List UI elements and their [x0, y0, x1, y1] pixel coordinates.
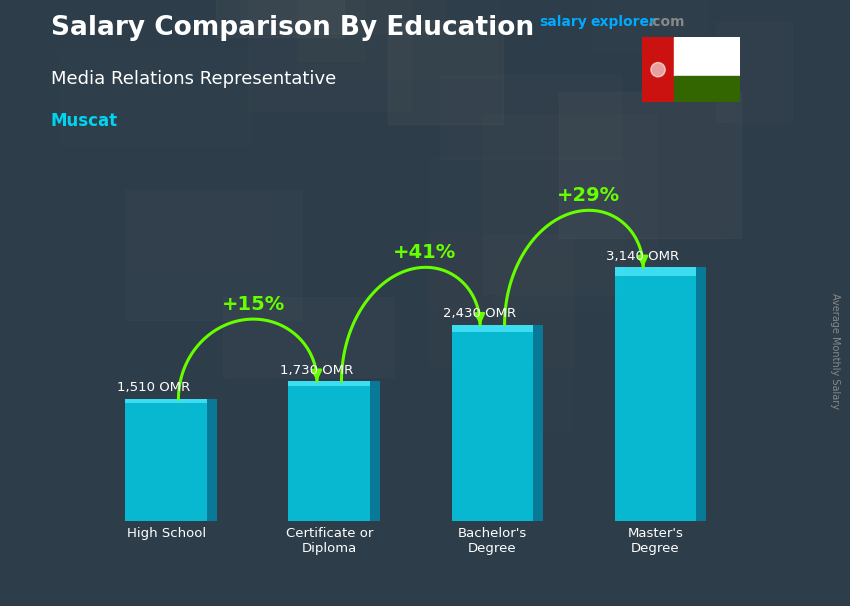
Bar — [632, 49, 819, 139]
Text: +29%: +29% — [557, 187, 620, 205]
Bar — [344, 166, 409, 272]
Bar — [180, 46, 269, 201]
Text: 2,430 OMR: 2,430 OMR — [443, 307, 516, 320]
Bar — [543, 331, 602, 419]
Text: Certificate or
Diploma: Certificate or Diploma — [286, 527, 373, 555]
Circle shape — [651, 62, 666, 77]
Bar — [685, 0, 828, 123]
Bar — [68, 157, 218, 295]
Bar — [339, 253, 524, 364]
Text: Media Relations Representative: Media Relations Representative — [51, 70, 337, 88]
Bar — [370, 381, 380, 521]
Text: +15%: +15% — [222, 295, 285, 315]
Text: Average Monthly Salary: Average Monthly Salary — [830, 293, 840, 410]
Bar — [235, 219, 309, 275]
Bar — [674, 76, 740, 102]
Text: .com: .com — [648, 15, 685, 29]
Bar — [696, 267, 706, 521]
Text: Master's
Degree: Master's Degree — [627, 527, 683, 555]
Bar — [419, 257, 469, 436]
Bar — [573, 201, 716, 371]
Text: salary: salary — [540, 15, 587, 29]
Text: +41%: +41% — [394, 244, 456, 262]
Bar — [288, 381, 370, 386]
Text: 1,730 OMR: 1,730 OMR — [280, 364, 353, 376]
Bar — [254, 146, 382, 221]
Bar — [458, 0, 580, 60]
Text: High School: High School — [127, 527, 206, 540]
Bar — [126, 399, 207, 521]
Bar — [207, 399, 217, 521]
Bar — [642, 37, 674, 102]
Bar — [288, 381, 370, 521]
Bar — [615, 267, 696, 521]
Bar — [451, 325, 533, 331]
Bar — [317, 47, 528, 131]
Bar — [674, 37, 740, 76]
Text: 1,510 OMR: 1,510 OMR — [116, 381, 190, 395]
Text: 3,140 OMR: 3,140 OMR — [606, 250, 679, 262]
Bar — [357, 0, 474, 106]
Text: Muscat: Muscat — [51, 112, 118, 130]
Bar — [718, 0, 850, 64]
Bar — [451, 325, 533, 521]
Bar — [126, 399, 207, 404]
Bar — [663, 0, 792, 159]
Bar — [615, 267, 696, 276]
Text: Salary Comparison By Education: Salary Comparison By Education — [51, 15, 534, 41]
Bar — [533, 325, 543, 521]
Bar — [450, 0, 537, 39]
Text: explorer: explorer — [591, 15, 656, 29]
Text: Bachelor's
Degree: Bachelor's Degree — [457, 527, 527, 555]
Bar — [190, 202, 275, 367]
Bar — [134, 211, 231, 301]
